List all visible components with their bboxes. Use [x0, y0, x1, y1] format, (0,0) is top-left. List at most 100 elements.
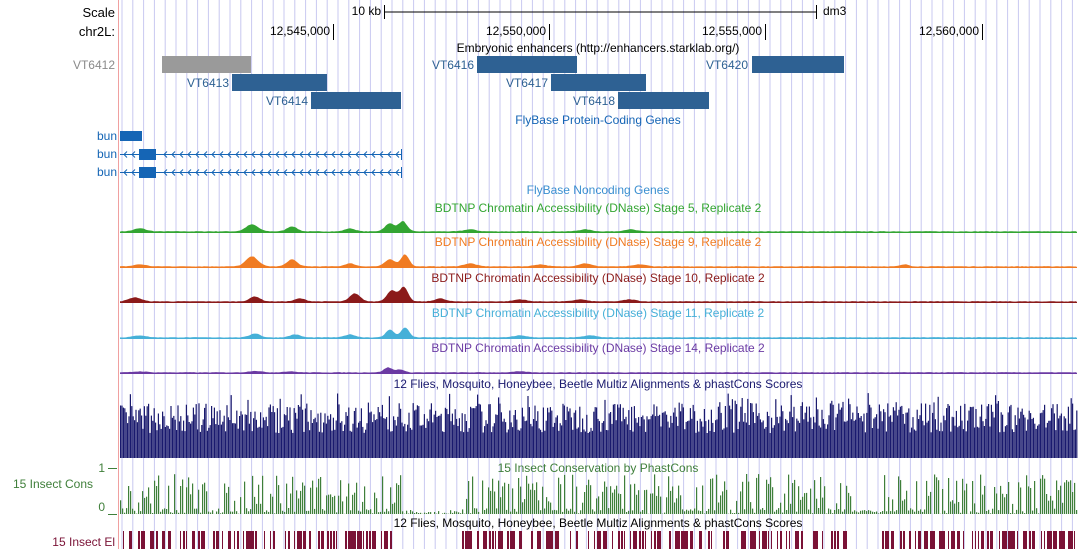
phastcons-bar — [324, 510, 326, 514]
dnase-stage10-track[interactable]: BDTNP Chromatin Accessibility (DNase) St… — [120, 271, 1077, 303]
phastcons-bar — [192, 483, 194, 514]
multiz-bar — [373, 414, 375, 458]
phastcons-bar — [934, 474, 936, 514]
phastcons-bar — [650, 493, 652, 514]
multiz-bar — [419, 425, 421, 458]
multiz-bar — [1052, 404, 1054, 458]
gene-model-bun-1[interactable] — [120, 131, 142, 141]
dnase-stage9-track[interactable]: BDTNP Chromatin Accessibility (DNase) St… — [120, 235, 1077, 268]
multiz-bar — [521, 407, 523, 458]
phastcons-bar — [274, 513, 276, 514]
phastcons-bar — [798, 486, 800, 514]
multiz-bar — [215, 424, 217, 458]
multiz-bar — [547, 407, 549, 458]
multiz-bar — [817, 409, 819, 458]
phastcons-bar — [262, 475, 264, 514]
phastcons-bar — [604, 481, 606, 514]
multiz-bar — [750, 403, 752, 458]
conserved-element — [1074, 531, 1075, 549]
multiz-bar — [834, 430, 836, 458]
dnase-stage14-track[interactable]: BDTNP Chromatin Accessibility (DNase) St… — [120, 341, 1077, 374]
multiz-bar — [444, 407, 446, 458]
phastcons-bar — [460, 513, 462, 514]
gene-model-bun-3[interactable] — [120, 167, 402, 178]
enhancer-feature-vt6417[interactable] — [551, 74, 646, 91]
enhancer-feature-vt6414[interactable] — [311, 92, 401, 109]
multiz-bar — [503, 418, 505, 458]
multiz-bar — [899, 406, 901, 458]
phastcons-bar — [384, 511, 386, 514]
phastcons-bar — [514, 508, 516, 514]
phastcons-bar — [702, 485, 704, 514]
multiz-bar — [808, 406, 810, 458]
phastcons-bar — [442, 513, 444, 514]
multiz-bar — [545, 420, 547, 458]
enhancer-feature-vt6420[interactable] — [752, 56, 844, 73]
multiz-bar — [946, 408, 948, 458]
multiz-bar — [160, 428, 162, 458]
conserved-element — [1023, 531, 1026, 549]
dnase-stage5-track[interactable]: BDTNP Chromatin Accessibility (DNase) St… — [120, 201, 1077, 233]
multiz-bar — [416, 405, 418, 458]
enhancer-feature-vt6418[interactable] — [618, 92, 709, 109]
conserved-element — [645, 531, 646, 549]
gene-model-bun-2[interactable] — [120, 149, 402, 160]
enhancer-feature-vt6413[interactable] — [232, 74, 327, 91]
multiz-bar — [331, 430, 333, 458]
phastcons-bar — [316, 487, 318, 514]
multiz-bar — [621, 421, 623, 458]
conserved-element — [366, 531, 368, 549]
multiz-bar — [932, 412, 934, 458]
multiz-bar — [785, 418, 787, 458]
phastcons-bar — [776, 509, 778, 514]
multiz-bar — [734, 400, 736, 458]
enhancer-feature-vt6416[interactable] — [477, 56, 577, 73]
phastcons-bar — [654, 474, 656, 514]
conserved-element — [141, 531, 144, 549]
phastcons-track[interactable]: 15 Insect Conservation by PhastCons 15 I… — [13, 461, 1078, 515]
intron-arrow — [171, 151, 176, 158]
elements-track[interactable]: 12 Flies, Mosquito, Honeybee, Beetle Mul… — [52, 516, 1075, 549]
multiz-bar — [1013, 432, 1015, 458]
phastcons-bar — [566, 508, 568, 514]
conserved-element — [357, 531, 360, 549]
conserved-element — [801, 531, 803, 549]
conserved-element — [750, 531, 753, 549]
phastcons-bar — [294, 511, 296, 514]
multiz-bar — [978, 427, 980, 458]
phastcons-bar — [394, 502, 396, 514]
phastcons-bar — [428, 512, 430, 514]
enhancer-feature-vt6412[interactable] — [162, 56, 251, 73]
phastcons-bar — [334, 495, 336, 514]
phastcons-bar — [280, 503, 282, 514]
intron-arrow — [395, 169, 400, 176]
multiz-bar — [682, 407, 684, 458]
multiz-bar — [453, 424, 455, 458]
conserved-element — [345, 531, 347, 549]
dnase-stage11-track[interactable]: BDTNP Chromatin Accessibility (DNase) St… — [120, 306, 1077, 339]
multiz-bar — [1063, 416, 1065, 458]
phastcons-bar — [928, 495, 930, 514]
multiz-bar — [768, 416, 770, 458]
intron-arrow — [243, 151, 248, 158]
multiz-bar — [156, 430, 158, 458]
multiz-bar — [684, 429, 686, 458]
multiz-bar — [262, 417, 264, 458]
phastcons-bar — [364, 486, 366, 514]
phastcons-bar — [184, 512, 186, 514]
conserved-element — [891, 531, 894, 549]
noncoding-track[interactable]: FlyBase Noncoding Genes — [527, 183, 670, 197]
assembly-label: dm3 — [823, 4, 847, 18]
dnase-stage10-title: BDTNP Chromatin Accessibility (DNase) St… — [431, 271, 765, 285]
multiz-bar — [859, 417, 861, 458]
multiz-bar — [478, 403, 480, 458]
multiz-bar — [906, 412, 908, 458]
multiz-bar — [892, 407, 894, 458]
intron-arrow — [251, 169, 256, 176]
multiz-track[interactable]: 12 Flies, Mosquito, Honeybee, Beetle Mul… — [120, 377, 1078, 458]
intron-arrow — [131, 151, 136, 158]
enhancers-track[interactable]: Embryonic enhancers (http://enhancers.st… — [73, 41, 844, 109]
protein-coding-track[interactable]: FlyBase Protein-Coding Genes bun bun bun — [97, 113, 681, 179]
intron-arrow — [123, 169, 128, 176]
